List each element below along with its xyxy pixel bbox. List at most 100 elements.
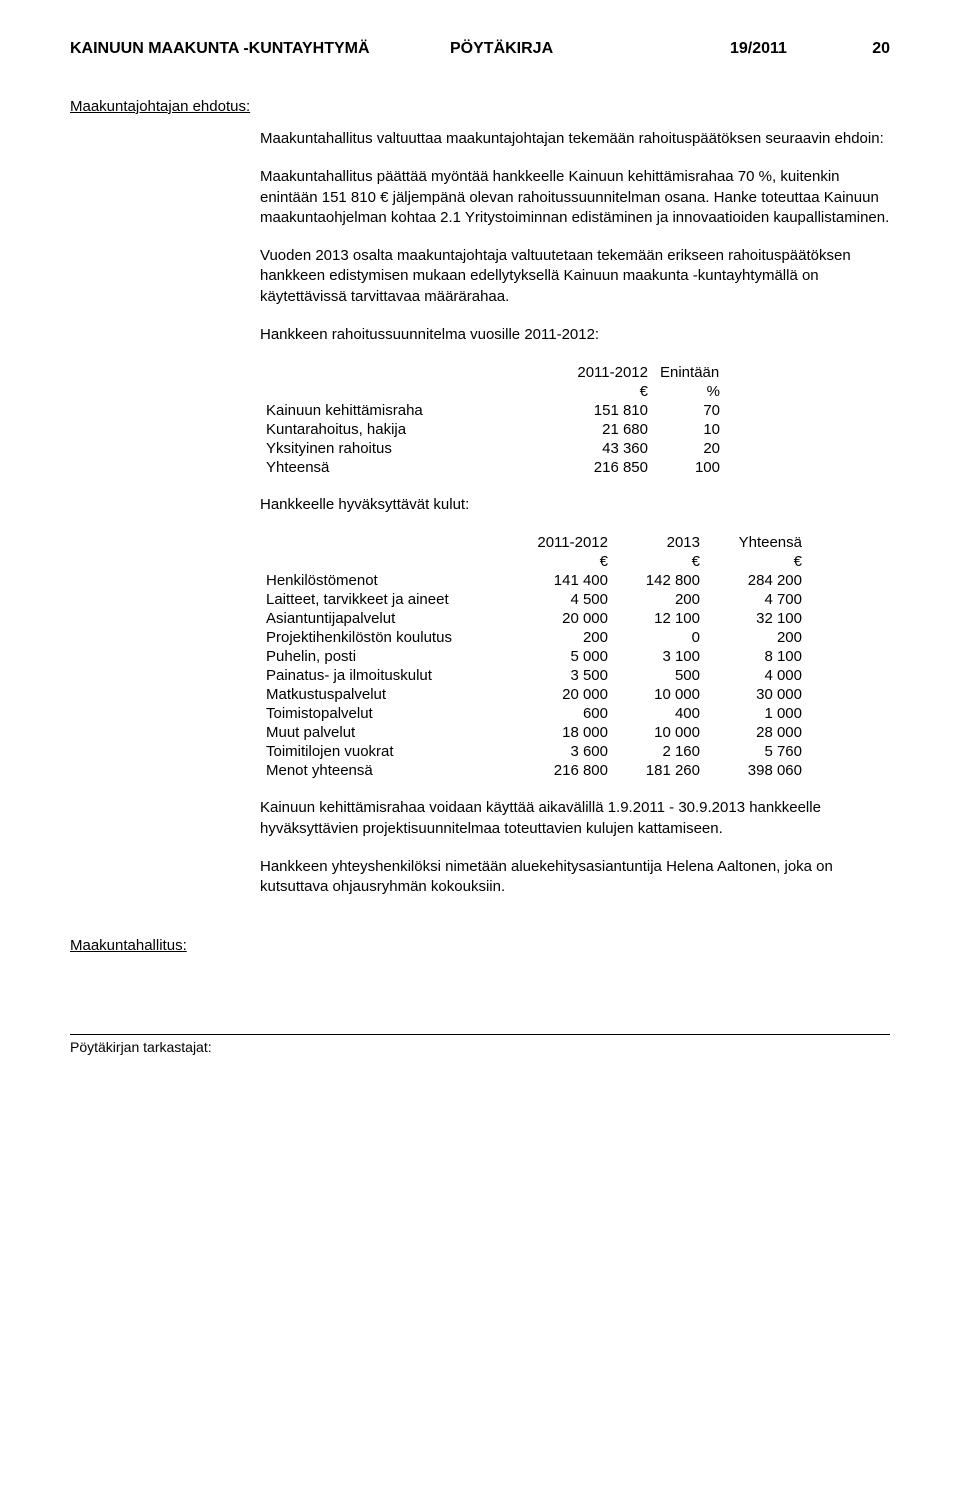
table-row: Yhteensä 216 850 100 [260, 458, 726, 477]
header-doctype: PÖYTÄKIRJA [450, 40, 730, 58]
cost-table: 2011-2012 2013 Yhteensä € € € Henkilöstö… [260, 533, 808, 780]
cell-value: 20 [654, 439, 726, 458]
cell-value: 0 [614, 628, 706, 647]
table-header: Enintään [654, 363, 726, 382]
table-header: % [654, 382, 726, 401]
cell-value: 151 810 [552, 401, 654, 420]
funding-table: 2011-2012 Enintään € % Kainuun kehittämi… [260, 363, 726, 477]
cell-value: 200 [706, 628, 808, 647]
table-header: 2011-2012 [552, 363, 654, 382]
document-header: KAINUUN MAAKUNTA -KUNTAYHTYMÄ PÖYTÄKIRJA… [70, 40, 890, 58]
cell-value: 18 000 [522, 723, 614, 742]
paragraph: Hankkeen yhteyshenkilöksi nimetään aluek… [260, 857, 890, 898]
cell-value: 20 000 [522, 685, 614, 704]
table-header: 2013 [614, 533, 706, 552]
cell-value: 1 000 [706, 704, 808, 723]
table-row: Projektihenkilöstön koulutus 200 0 200 [260, 628, 808, 647]
cell-value: 43 360 [552, 439, 654, 458]
header-docnum: 19/2011 [730, 40, 850, 58]
cell-value: 3 500 [522, 666, 614, 685]
cell-value: 398 060 [706, 761, 808, 780]
table-row: 2011-2012 2013 Yhteensä [260, 533, 808, 552]
cell-value: 70 [654, 401, 726, 420]
table-row: Henkilöstömenot 141 400 142 800 284 200 [260, 571, 808, 590]
cell-value: 32 100 [706, 609, 808, 628]
cell-value: 28 000 [706, 723, 808, 742]
cell-value: 10 000 [614, 723, 706, 742]
cell-label: Henkilöstömenot [260, 571, 522, 590]
table-row: € € € [260, 552, 808, 571]
table-row: Kainuun kehittämisraha 151 810 70 [260, 401, 726, 420]
cell-value: 8 100 [706, 647, 808, 666]
cell-label: Yhteensä [260, 458, 552, 477]
table-row: Muut palvelut 18 000 10 000 28 000 [260, 723, 808, 742]
table-header: € [552, 382, 654, 401]
cell-value: 284 200 [706, 571, 808, 590]
table-header: € [614, 552, 706, 571]
header-pagenum: 20 [850, 40, 890, 58]
table-row: Laitteet, tarvikkeet ja aineet 4 500 200… [260, 590, 808, 609]
table-row: Kuntarahoitus, hakija 21 680 10 [260, 420, 726, 439]
cell-label: Menot yhteensä [260, 761, 522, 780]
cell-label: Yksityinen rahoitus [260, 439, 552, 458]
paragraph: Kainuun kehittämisrahaa voidaan käyttää … [260, 798, 890, 839]
cell-value: 2 160 [614, 742, 706, 761]
cell-value: 141 400 [522, 571, 614, 590]
cell-value: 12 100 [614, 609, 706, 628]
paragraph: Maakuntahallitus valtuuttaa maakuntajoht… [260, 129, 890, 149]
board-label: Maakuntahallitus: [70, 937, 890, 954]
cell-value: 5 000 [522, 647, 614, 666]
body-block: Maakuntahallitus valtuuttaa maakuntajoht… [260, 129, 890, 897]
table-header: € [522, 552, 614, 571]
cell-label: Painatus- ja ilmoituskulut [260, 666, 522, 685]
cell-label: Matkustuspalvelut [260, 685, 522, 704]
table-row: Yksityinen rahoitus 43 360 20 [260, 439, 726, 458]
cell-value: 10 [654, 420, 726, 439]
cell-value: 21 680 [552, 420, 654, 439]
table-row: Toimistopalvelut 600 400 1 000 [260, 704, 808, 723]
cell-value: 216 850 [552, 458, 654, 477]
table-row: Toimitilojen vuokrat 3 600 2 160 5 760 [260, 742, 808, 761]
table-row: Painatus- ja ilmoituskulut 3 500 500 4 0… [260, 666, 808, 685]
cell-label: Puhelin, posti [260, 647, 522, 666]
cell-value: 600 [522, 704, 614, 723]
paragraph: Hankkeelle hyväksyttävät kulut: [260, 495, 890, 515]
table-header: Yhteensä [706, 533, 808, 552]
proposal-title: Maakuntajohtajan ehdotus: [70, 98, 890, 115]
table-header: € [706, 552, 808, 571]
cell-value: 30 000 [706, 685, 808, 704]
cell-label: Kainuun kehittämisraha [260, 401, 552, 420]
cell-value: 500 [614, 666, 706, 685]
cell-label: Projektihenkilöstön koulutus [260, 628, 522, 647]
page: KAINUUN MAAKUNTA -KUNTAYHTYMÄ PÖYTÄKIRJA… [0, 0, 960, 1095]
cell-value: 3 600 [522, 742, 614, 761]
cell-value: 216 800 [522, 761, 614, 780]
cell-value: 10 000 [614, 685, 706, 704]
table-row: Matkustuspalvelut 20 000 10 000 30 000 [260, 685, 808, 704]
cell-label: Laitteet, tarvikkeet ja aineet [260, 590, 522, 609]
footer: Pöytäkirjan tarkastajat: [70, 1034, 890, 1055]
cell-label: Asiantuntijapalvelut [260, 609, 522, 628]
table-row: Menot yhteensä 216 800 181 260 398 060 [260, 761, 808, 780]
table-row: Asiantuntijapalvelut 20 000 12 100 32 10… [260, 609, 808, 628]
cell-label: Toimistopalvelut [260, 704, 522, 723]
paragraph: Maakuntahallitus päättää myöntää hankkee… [260, 167, 890, 228]
table-header: 2011-2012 [522, 533, 614, 552]
cell-value: 400 [614, 704, 706, 723]
cell-value: 200 [614, 590, 706, 609]
paragraph: Hankkeen rahoitussuunnitelma vuosille 20… [260, 325, 890, 345]
paragraph: Vuoden 2013 osalta maakuntajohtaja valtu… [260, 246, 890, 307]
cell-label: Toimitilojen vuokrat [260, 742, 522, 761]
table-row: 2011-2012 Enintään [260, 363, 726, 382]
cell-value: 3 100 [614, 647, 706, 666]
cell-value: 200 [522, 628, 614, 647]
table-row: € % [260, 382, 726, 401]
cell-value: 4 500 [522, 590, 614, 609]
header-org: KAINUUN MAAKUNTA -KUNTAYHTYMÄ [70, 40, 450, 58]
cell-value: 20 000 [522, 609, 614, 628]
cell-value: 5 760 [706, 742, 808, 761]
table-row: Puhelin, posti 5 000 3 100 8 100 [260, 647, 808, 666]
cell-value: 100 [654, 458, 726, 477]
cell-label: Kuntarahoitus, hakija [260, 420, 552, 439]
cell-value: 4 700 [706, 590, 808, 609]
